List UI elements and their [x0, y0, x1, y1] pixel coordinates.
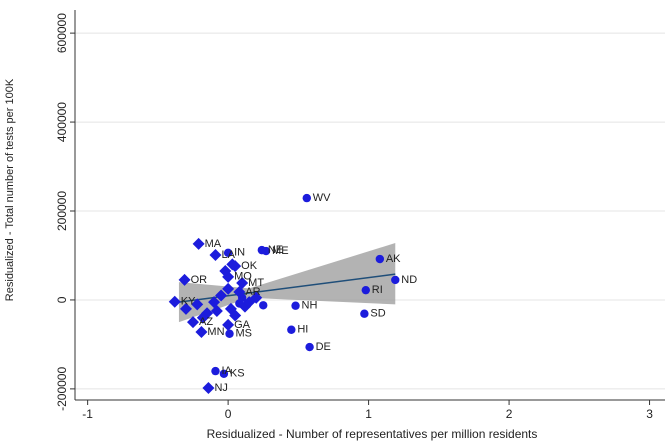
point-label: ME: [272, 245, 289, 257]
point: [250, 291, 263, 304]
point-label: AK: [386, 253, 401, 265]
point-label: DE: [316, 341, 331, 353]
point: [236, 277, 249, 290]
point: [202, 381, 215, 394]
point: [287, 325, 296, 334]
point-label: HI: [297, 324, 308, 336]
point-label: NJ: [214, 382, 227, 394]
point-label: OK: [241, 260, 258, 272]
point-label: KS: [230, 368, 245, 380]
point: [219, 369, 229, 378]
point: [178, 273, 191, 286]
point: [211, 366, 220, 376]
point-label: AZ: [199, 316, 213, 328]
y-tick-label: -200000: [55, 367, 69, 411]
point: [219, 265, 232, 278]
point-label: OR: [191, 274, 208, 286]
point-label: KY: [181, 296, 196, 308]
point-label: LA: [221, 249, 235, 261]
point: [237, 293, 247, 302]
y-tick-label: 400000: [55, 102, 69, 142]
point: [222, 282, 235, 295]
point: [361, 285, 370, 295]
x-tick-label: 0: [225, 407, 232, 421]
point: [195, 325, 208, 338]
x-tick-label: 3: [646, 407, 653, 421]
point: [222, 318, 235, 331]
y-axis-title: Residualized - Total number of tests per…: [4, 78, 16, 301]
point: [196, 311, 209, 324]
y-tick-label: 0: [55, 296, 69, 303]
point-label: NH: [302, 300, 318, 312]
point: [360, 309, 369, 318]
point-label: AR: [245, 286, 260, 298]
point-label: GA: [234, 319, 251, 331]
point-label: MO: [234, 271, 252, 283]
point: [305, 342, 314, 352]
confidence-band: [178, 243, 396, 323]
point-label: MA: [205, 238, 222, 250]
fit-line: [178, 273, 396, 303]
point: [229, 309, 242, 322]
x-tick-label: 1: [365, 407, 372, 421]
point-label: ND: [401, 274, 417, 286]
point: [168, 295, 181, 308]
point: [179, 302, 192, 315]
point: [215, 289, 228, 302]
point: [223, 248, 233, 258]
point-label: MT: [248, 277, 264, 289]
point: [391, 275, 400, 285]
point-label: RI: [372, 284, 383, 296]
point: [209, 249, 222, 262]
point: [375, 254, 385, 264]
x-tick-label: 2: [506, 407, 513, 421]
point-label: IA: [221, 365, 232, 377]
point: [225, 329, 234, 338]
point: [192, 237, 205, 250]
y-tick-label: 600000: [55, 13, 69, 53]
y-tick-label: 200000: [55, 191, 69, 231]
point: [191, 298, 204, 311]
point: [261, 246, 271, 256]
point: [259, 301, 268, 310]
point: [187, 316, 199, 329]
point: [208, 296, 221, 309]
point-label: NE: [268, 244, 283, 256]
point: [210, 305, 223, 318]
point-label: MS: [236, 328, 253, 340]
x-tick-label: -1: [82, 407, 93, 421]
point: [291, 301, 300, 310]
point-label: MN: [207, 326, 224, 338]
x-axis-title: Residualized - Number of representatives…: [207, 427, 538, 441]
point: [226, 258, 239, 271]
point-label: WV: [313, 192, 331, 204]
point-label: IN: [234, 247, 245, 259]
point-label: SD: [370, 308, 385, 320]
point: [302, 193, 311, 203]
